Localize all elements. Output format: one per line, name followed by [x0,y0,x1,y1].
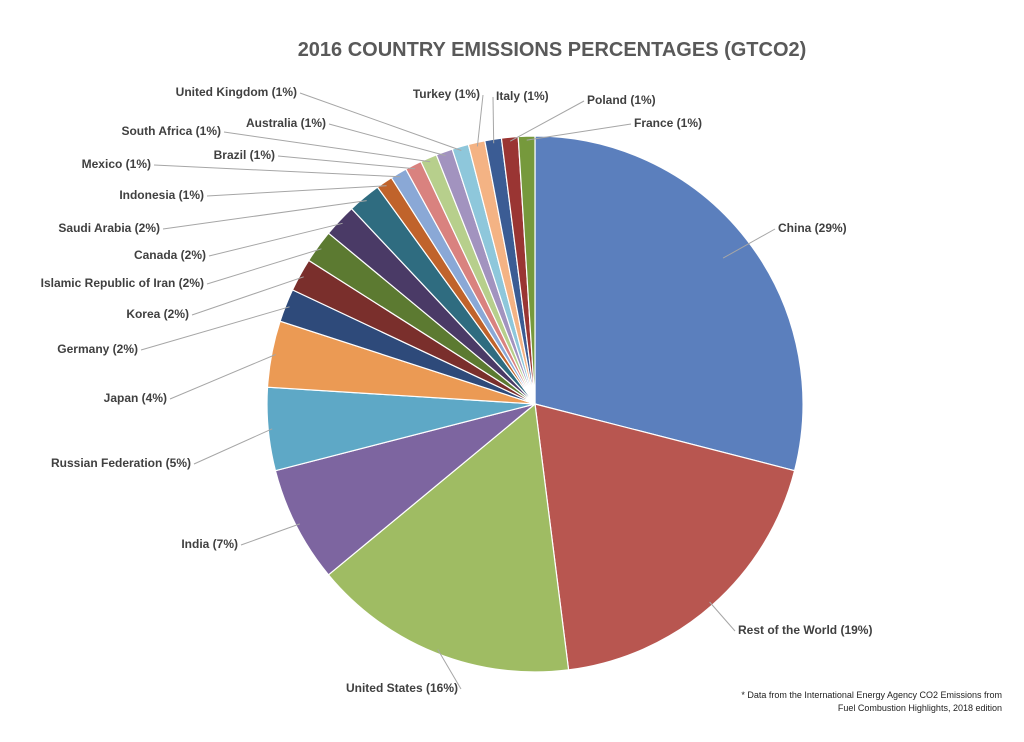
label-france: France (1%) [634,116,702,130]
label-saudi-arabia: Saudi Arabia (2%) [58,221,160,235]
leader-united-kingdom [299,92,462,151]
label-italy: Italy (1%) [496,89,549,103]
leader-russian-federation [193,428,273,465]
label-indonesia: Indonesia (1%) [119,188,204,202]
label-islamic-republic-of-iran: Islamic Republic of Iran (2%) [41,276,204,290]
label-russian-federation: Russian Federation (5%) [51,456,191,470]
label-australia: Australia (1%) [246,116,326,130]
label-brazil: Brazil (1%) [214,148,275,162]
leader-korea [191,276,304,316]
label-turkey: Turkey (1%) [413,87,480,101]
leader-japan [169,354,276,400]
pie-slices [266,135,804,673]
leader-indonesia [206,185,387,197]
leader-italy [492,96,495,144]
leader-germany [140,306,290,351]
slice-china [534,135,804,472]
leader-saudi-arabia [162,200,367,230]
slice-united-states [327,402,570,673]
leader-china [722,228,776,259]
label-china: China (29%) [778,221,847,235]
label-rest-of-the-world: Rest of the World (19%) [738,623,872,637]
leader-islamic-republic-of-iran [206,248,322,285]
label-germany: Germany (2%) [57,342,138,356]
leader-poland [509,100,585,142]
leader-united-states [437,649,462,690]
label-japan: Japan (4%) [104,391,167,405]
leader-mexico [153,164,401,178]
leader-france [526,123,632,141]
label-korea: Korea (2%) [126,307,189,321]
leader-india [240,523,300,546]
leader-south-africa [223,131,431,163]
leader-brazil [277,155,416,170]
leader-rest-of-the-world [709,601,736,632]
leader-turkey [476,94,484,147]
label-india: India (7%) [181,537,238,551]
chart-title: 2016 COUNTRY EMISSIONS PERCENTAGES (GTCO… [298,39,807,61]
leader-australia [328,123,446,157]
label-poland: Poland (1%) [587,93,656,107]
footnote-line-2: Fuel Combustion Highlights, 2018 edition [838,703,1002,713]
label-mexico: Mexico (1%) [82,157,151,171]
label-united-states: United States (16%) [346,681,458,695]
footnote-line-1: * Data from the International Energy Age… [741,690,1002,700]
label-south-africa: South Africa (1%) [121,124,221,138]
label-canada: Canada (2%) [134,248,206,262]
leader-canada [208,222,343,257]
label-united-kingdom: United Kingdom (1%) [176,85,297,99]
slice-labels: China (29%) Rest of the World (19%) United… [41,85,873,695]
leader-lines [140,92,776,690]
